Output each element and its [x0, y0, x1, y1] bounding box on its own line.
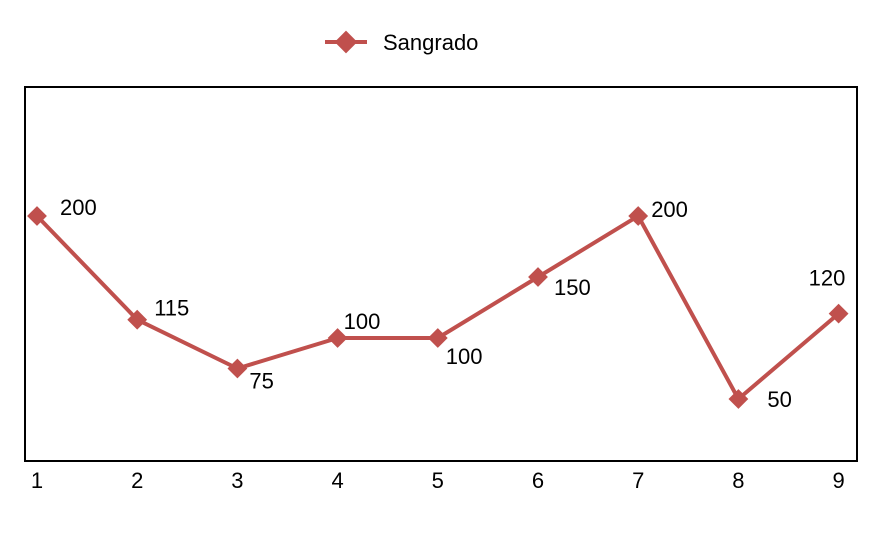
legend: Sangrado	[325, 30, 478, 55]
x-tick-label-4: 4	[331, 468, 343, 493]
data-point-8	[728, 389, 749, 409]
x-tick-label-6: 6	[532, 468, 544, 493]
plot-area-frame	[24, 86, 858, 462]
data-label-9: 120	[809, 266, 846, 291]
data-point-3	[227, 358, 248, 379]
data-point-4	[327, 328, 348, 348]
data-label-3: 75	[249, 369, 273, 394]
data-point-9	[828, 303, 849, 324]
x-tick-label-9: 9	[832, 468, 844, 493]
data-point-7	[628, 206, 649, 226]
x-tick-label-5: 5	[432, 468, 444, 493]
data-label-8: 50	[767, 387, 791, 412]
data-labels: 200 115 75 100 100 150 200 50 120	[60, 195, 845, 412]
x-tick-label-7: 7	[632, 468, 644, 493]
data-point-2	[127, 309, 148, 330]
data-point-6	[528, 267, 548, 287]
data-label-4: 100	[344, 309, 381, 334]
legend-diamond-marker	[334, 30, 358, 54]
data-label-2: 115	[154, 296, 189, 321]
data-label-7: 200	[651, 197, 688, 222]
x-tick-label-3: 3	[231, 468, 243, 493]
x-axis-ticks: 1 2 3 4 5 6 7 8 9	[31, 468, 845, 493]
data-label-5: 100	[446, 344, 483, 369]
x-tick-label-1: 1	[31, 468, 43, 493]
x-tick-label-8: 8	[732, 468, 744, 493]
legend-label-sangrado: Sangrado	[383, 30, 478, 55]
data-point-5	[427, 328, 448, 348]
data-label-1: 200	[60, 195, 97, 220]
x-tick-label-2: 2	[131, 468, 143, 493]
data-label-6: 150	[554, 275, 591, 300]
